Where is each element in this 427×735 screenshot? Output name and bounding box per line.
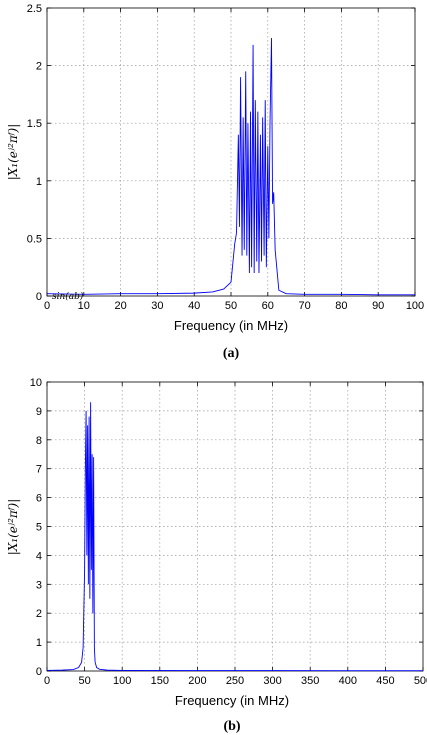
chart-b: 0 50 100 150 200 250 300 350 400 450 500 0 1 2 3 4 5 6 7 8 9… bbox=[6, 377, 427, 734]
chart-b-ytick-label: 9 bbox=[36, 406, 42, 418]
chart-b-xtick-label: 350 bbox=[301, 675, 319, 687]
chart-a-xtick-label: 20 bbox=[114, 300, 126, 312]
chart-a-series-line bbox=[46, 37, 415, 296]
chart-b-xlabel: Frequency (in MHz) bbox=[175, 693, 289, 708]
chart-b-xtick-label: 500 bbox=[414, 675, 427, 687]
chart-a-ytick-label: 1.5 bbox=[27, 118, 42, 130]
chart-b-xtick-label: 0 bbox=[44, 675, 50, 687]
chart-b-xtick-label: 450 bbox=[376, 675, 394, 687]
chart-a-xtick-label: 10 bbox=[78, 300, 90, 312]
chart-a-ytick-label: 2.5 bbox=[27, 3, 42, 15]
chart-b-grid bbox=[47, 382, 423, 671]
chart-a-xtick-label: 70 bbox=[298, 300, 310, 312]
chart-b-ytick-label: 7 bbox=[36, 464, 42, 476]
chart-b-xtick-label: 50 bbox=[78, 675, 90, 687]
chart-b-xtick-label: 300 bbox=[263, 675, 281, 687]
chart-a-xtick-label: 100 bbox=[406, 300, 424, 312]
chart-b-ytick-label: 8 bbox=[36, 435, 42, 447]
chart-a-ytick-label: 1 bbox=[36, 176, 42, 188]
chart-b-ytick-label: 6 bbox=[36, 493, 42, 505]
chart-b-ytick-label: 3 bbox=[36, 579, 42, 591]
chart-b-ytick-label: 4 bbox=[36, 550, 42, 562]
chart-b-ytick-label: 10 bbox=[30, 377, 42, 389]
chart-a-xlabel: Frequency (in MHz) bbox=[174, 318, 288, 333]
chart-b-ytick-label: 5 bbox=[36, 522, 42, 534]
chart-b-xtick-label: 400 bbox=[339, 675, 357, 687]
chart-a: 0 10 20 30 40 50 60 70 80 90 100 0 0.5 1 1.5 2 2.5 sin(a… bbox=[6, 3, 424, 361]
chart-b-ytick-label: 2 bbox=[36, 608, 42, 620]
chart-b-ytick-label: 1 bbox=[36, 637, 42, 649]
chart-a-xtick-label: 30 bbox=[151, 300, 163, 312]
chart-b-ytick-label: 0 bbox=[36, 666, 42, 678]
chart-a-ytick-label: 2 bbox=[36, 61, 42, 73]
chart-a-annotation: sin(ab) bbox=[52, 291, 84, 302]
chart-a-ylabel: |X₁(eʲ²πᶠ)| bbox=[6, 124, 20, 181]
chart-b-xtick-label: 200 bbox=[188, 675, 206, 687]
chart-b-xtick-label: 100 bbox=[113, 675, 131, 687]
chart-b-ticks: 0 50 100 150 200 250 300 350 400 450 500 0 1 2 3 4 5 6 7 8 9… bbox=[30, 377, 427, 687]
chart-a-ytick-label: 0.5 bbox=[27, 233, 42, 245]
chart-b-xtick-label: 150 bbox=[151, 675, 169, 687]
chart-a-ticks: 0 10 20 30 40 50 60 70 80 90 100 0 0.5 1 1.5 2 2.5 bbox=[27, 3, 424, 312]
chart-b-xtick-label: 250 bbox=[226, 675, 244, 687]
chart-a-caption: (a) bbox=[223, 346, 240, 361]
chart-a-ytick-label: 0 bbox=[36, 291, 42, 303]
chart-a-xtick-label: 0 bbox=[44, 300, 50, 312]
chart-a-xtick-label: 60 bbox=[262, 300, 274, 312]
chart-b-caption: (b) bbox=[223, 719, 240, 734]
chart-a-grid bbox=[47, 8, 415, 296]
chart-a-xtick-label: 50 bbox=[225, 300, 237, 312]
chart-b-series-line bbox=[46, 402, 423, 672]
chart-a-xtick-label: 80 bbox=[335, 300, 347, 312]
chart-b-ylabel: |X₁(eʲ²πᶠ)| bbox=[6, 499, 20, 556]
chart-a-xtick-label: 90 bbox=[372, 300, 384, 312]
chart-a-xtick-label: 40 bbox=[188, 300, 200, 312]
